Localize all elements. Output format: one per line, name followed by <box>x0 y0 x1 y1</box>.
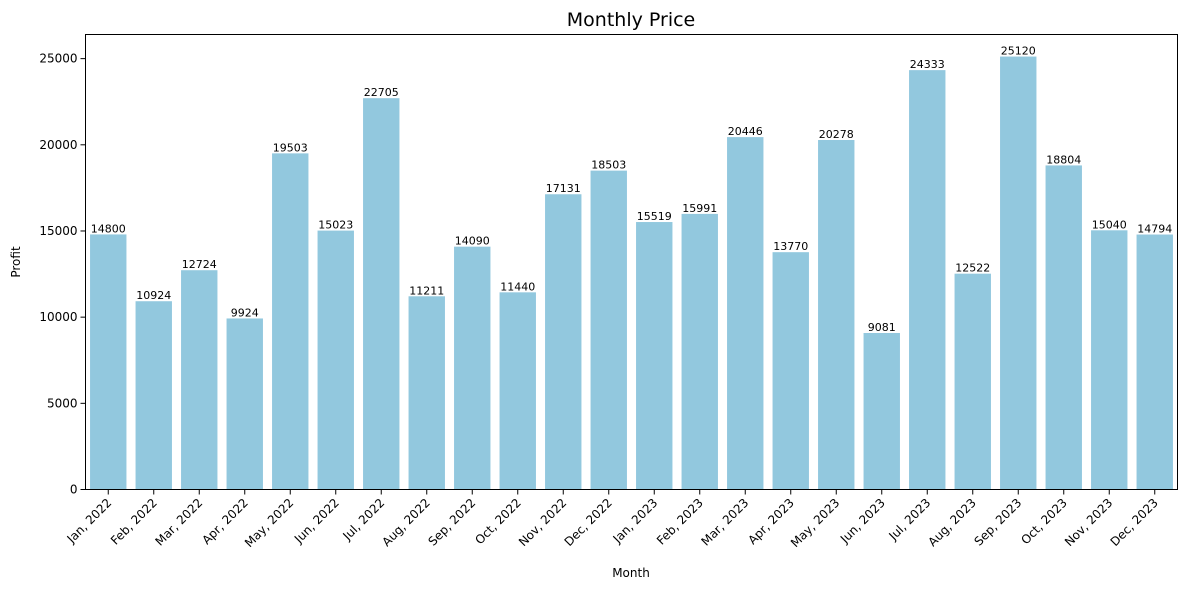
x-tick-label: May, 2023 <box>788 496 842 550</box>
bar-value-label: 20446 <box>728 125 763 138</box>
bar-3 <box>181 270 218 490</box>
bar-value-label: 15519 <box>637 210 672 223</box>
bar-value-label: 22705 <box>364 86 399 99</box>
x-tick-label: Feb, 2023 <box>654 496 706 548</box>
bar-value-label: 9924 <box>231 306 259 319</box>
bar-22 <box>1045 165 1082 490</box>
x-tick-label: Nov, 2022 <box>516 496 569 549</box>
bar-labels-group: 14800 10924 12724 9924 19503 15023 22705 11211 1… <box>91 45 1173 334</box>
x-tick-label: Nov, 2023 <box>1062 496 1115 549</box>
bar-9 <box>454 246 491 490</box>
bar-4 <box>226 318 263 490</box>
bar-value-label: 15991 <box>682 202 717 215</box>
y-axis: 0 5000 10000 15000 20000 25000 <box>39 52 86 497</box>
bar-value-label: 17131 <box>546 182 581 195</box>
y-tick-label: 20000 <box>39 138 77 152</box>
bar-23 <box>1091 230 1128 490</box>
bar-20 <box>954 273 991 490</box>
bar-value-label: 11440 <box>500 280 535 293</box>
x-tick-label: Feb, 2022 <box>108 496 160 548</box>
bar-value-label: 14800 <box>91 222 126 235</box>
x-tick-label: May, 2022 <box>242 496 296 550</box>
bar-value-label: 13770 <box>773 240 808 253</box>
bar-16 <box>772 252 809 490</box>
y-axis-title: Profit <box>9 246 23 278</box>
bar-6 <box>317 230 354 490</box>
x-tick-label: Mar, 2023 <box>698 496 751 549</box>
x-axis-title: Month <box>612 566 650 580</box>
bar-value-label: 14794 <box>1137 223 1172 236</box>
bar-value-label: 15023 <box>318 219 353 232</box>
bar-10 <box>499 292 536 490</box>
bar-17 <box>818 140 855 490</box>
x-tick-label: Aug, 2023 <box>925 496 978 549</box>
bar-value-label: 12522 <box>955 262 990 275</box>
y-tick-label: 10000 <box>39 310 77 324</box>
bar-value-label: 10924 <box>136 289 171 302</box>
x-tick-label: Jun, 2023 <box>837 496 888 547</box>
chart-title: Monthly Price <box>567 9 695 31</box>
x-tick-label: Jun, 2022 <box>291 496 342 547</box>
x-tick-label: Jan, 2023 <box>610 496 661 547</box>
y-tick-label: 5000 <box>47 396 78 410</box>
bar-8 <box>408 296 445 490</box>
bar-value-label: 12724 <box>182 258 217 271</box>
plot-frame <box>85 34 1178 490</box>
x-tick-label: Jul, 2022 <box>340 496 388 544</box>
bar-21 <box>1000 56 1037 490</box>
bars-group <box>90 56 1173 490</box>
bar-value-label: 18804 <box>1046 153 1081 166</box>
bar-value-label: 14090 <box>455 235 490 248</box>
bar-5 <box>272 153 309 490</box>
bar-value-label: 15040 <box>1092 218 1127 231</box>
y-tick-label: 15000 <box>39 224 77 238</box>
bar-14 <box>681 213 718 490</box>
bar-18 <box>863 332 900 490</box>
x-tick-label: Dec, 2022 <box>562 496 615 549</box>
x-tick-label: Sep, 2023 <box>971 496 1024 549</box>
bar-value-label: 19503 <box>273 141 308 154</box>
bar-value-label: 20278 <box>819 128 854 141</box>
bar-value-label: 24333 <box>910 58 945 71</box>
bar-11 <box>545 194 582 490</box>
x-tick-label: Mar, 2022 <box>152 496 205 549</box>
bar-value-label: 11211 <box>409 284 444 297</box>
bar-value-label: 25120 <box>1001 45 1036 58</box>
bar-1 <box>90 234 127 490</box>
bar-13 <box>636 222 673 490</box>
x-tick-label: Aug, 2022 <box>379 496 432 549</box>
bar-2 <box>135 301 172 490</box>
bar-7 <box>363 98 400 490</box>
x-tick-label: Jul, 2023 <box>886 496 934 544</box>
bar-12 <box>590 170 627 490</box>
bar-19 <box>909 70 946 490</box>
bar-value-label: 9081 <box>868 321 896 334</box>
bar-24 <box>1136 234 1173 490</box>
y-tick-label: 0 <box>70 483 78 497</box>
x-tick-label: Sep, 2022 <box>425 496 478 549</box>
x-tick-label: Jan, 2022 <box>64 496 115 547</box>
bar-15 <box>727 137 764 490</box>
bar-value-label: 18503 <box>591 159 626 172</box>
x-tick-label: Dec, 2023 <box>1108 496 1161 549</box>
y-tick-label: 25000 <box>39 52 77 66</box>
